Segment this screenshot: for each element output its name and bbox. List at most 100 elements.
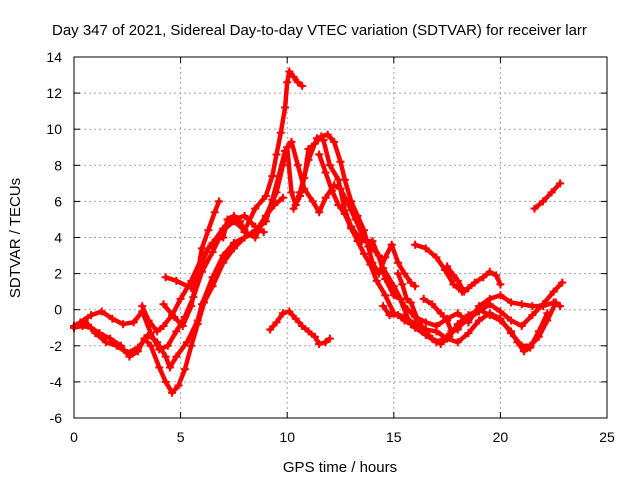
data-point-marker <box>353 211 362 220</box>
data-point-marker <box>116 341 125 350</box>
y-tick-label: 10 <box>46 121 62 137</box>
data-point-marker <box>281 103 290 112</box>
data-point-marker <box>496 307 505 316</box>
series-arc-2 <box>70 137 567 397</box>
data-point-marker <box>287 188 296 197</box>
data-point-marker <box>187 302 196 311</box>
x-tick-label: 0 <box>70 429 78 445</box>
data-point-marker <box>485 300 494 309</box>
data-point-marker <box>278 309 287 318</box>
data-point-marker <box>443 316 452 325</box>
data-point-marker <box>129 318 138 327</box>
data-point-marker <box>453 276 462 285</box>
data-point-marker <box>144 316 153 325</box>
data-point-marker <box>285 67 294 76</box>
series-arc-13 <box>443 262 469 296</box>
data-point-marker <box>261 191 270 200</box>
data-point-marker <box>101 338 110 347</box>
axis-ticks: 0 5 10 15 20 25 -6 -4 -2 0 2 4 6 8 10 12 14 <box>46 49 615 445</box>
series-trace <box>71 139 565 395</box>
data-point-marker <box>293 161 302 170</box>
data-point-marker <box>406 278 415 287</box>
data-point-marker <box>485 267 494 276</box>
y-tick-label: 4 <box>54 230 62 246</box>
series-arc-11 <box>411 240 505 296</box>
data-point-marker <box>507 327 516 336</box>
data-point-marker <box>97 307 106 316</box>
y-tick-label: -6 <box>50 410 63 426</box>
series-trace <box>395 271 550 354</box>
data-point-marker <box>219 233 228 242</box>
data-point-marker <box>381 291 390 300</box>
x-axis-label: GPS time / hours <box>283 459 397 476</box>
data-point-marker <box>240 228 249 237</box>
data-point-marker <box>193 320 202 329</box>
data-point-marker <box>325 334 334 343</box>
data-point-marker <box>389 291 398 300</box>
series-arc-9 <box>266 307 334 348</box>
data-point-marker <box>208 282 217 291</box>
data-point-marker <box>165 363 174 372</box>
y-tick-label: 8 <box>54 157 62 173</box>
data-point-marker <box>460 287 469 296</box>
data-point-marker <box>347 197 356 206</box>
data-point-marker <box>138 302 147 311</box>
data-point-marker <box>340 210 349 219</box>
data-point-marker <box>556 179 565 188</box>
data-point-marker <box>443 262 452 271</box>
data-point-marker <box>161 352 170 361</box>
data-point-marker <box>475 316 484 325</box>
data-point-marker <box>406 298 415 307</box>
data-point-marker <box>87 323 96 332</box>
data-point-marker <box>526 343 535 352</box>
data-point-marker <box>551 298 560 307</box>
y-tick-label: 0 <box>54 302 62 318</box>
data-point-marker <box>172 352 181 361</box>
data-point-marker <box>453 325 462 334</box>
series-trace <box>267 309 333 347</box>
series-arc-14 <box>530 179 565 213</box>
data-point-marker <box>400 316 409 325</box>
data-point-marker <box>308 197 317 206</box>
x-tick-label: 15 <box>386 429 402 445</box>
data-series <box>70 67 567 397</box>
data-point-marker <box>176 294 185 303</box>
data-point-marker <box>411 282 420 291</box>
data-point-marker <box>327 186 336 195</box>
data-point-marker <box>530 204 539 213</box>
data-point-marker <box>87 311 96 320</box>
y-tick-label: 2 <box>54 266 62 282</box>
data-point-marker <box>210 208 219 217</box>
data-point-marker <box>432 327 441 336</box>
data-point-marker <box>513 338 522 347</box>
data-point-marker <box>479 273 488 282</box>
data-point-marker <box>449 280 458 289</box>
series-arc-3 <box>70 67 307 354</box>
data-point-marker <box>507 298 516 307</box>
data-point-marker <box>229 244 238 253</box>
data-point-marker <box>323 130 332 139</box>
data-point-marker <box>182 338 191 347</box>
data-point-marker <box>268 195 277 204</box>
data-point-marker <box>268 172 277 181</box>
data-point-marker <box>556 302 565 311</box>
data-point-marker <box>266 325 275 334</box>
data-point-marker <box>295 191 304 200</box>
data-point-marker <box>336 157 345 166</box>
data-point-marker <box>336 184 345 193</box>
data-point-marker <box>200 298 209 307</box>
data-point-marker <box>285 307 294 316</box>
series-arc-6 <box>159 197 223 330</box>
data-point-marker <box>140 334 149 343</box>
data-point-marker <box>534 327 543 336</box>
data-point-marker <box>76 318 85 327</box>
data-point-marker <box>163 341 172 350</box>
data-point-marker <box>432 253 441 262</box>
data-point-marker <box>539 300 548 309</box>
data-point-marker <box>133 347 142 356</box>
x-tick-label: 10 <box>279 429 295 445</box>
data-point-marker <box>464 329 473 338</box>
data-point-marker <box>353 237 362 246</box>
data-point-marker <box>289 72 298 81</box>
